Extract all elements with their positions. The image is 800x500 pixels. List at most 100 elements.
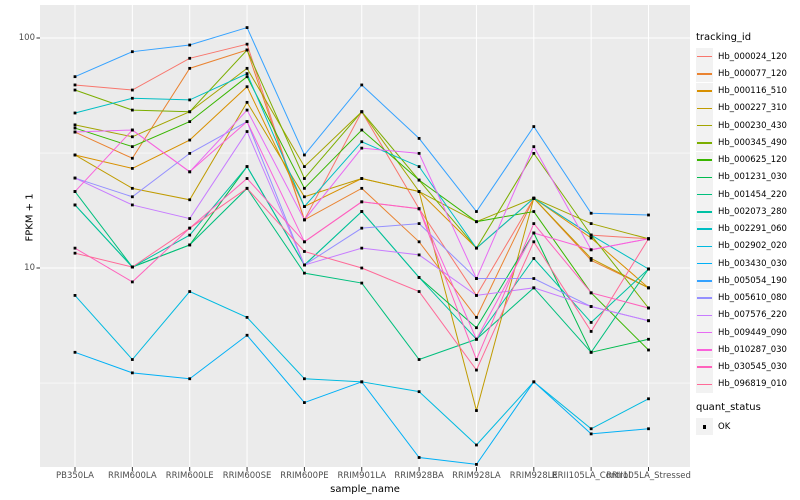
legend-entry-Hb_000227_310: Hb_000227_310 [696,99,787,117]
legend-key-swatch [696,358,713,376]
data-point [73,251,77,255]
legend-key-line [697,314,712,317]
data-point [360,200,364,204]
data-point [245,165,249,168]
x-tick-label-PB350LA: PB350LA [56,471,94,481]
data-point [417,190,421,193]
data-point [73,111,77,115]
data-point [245,48,249,52]
data-point [188,243,192,247]
data-point [647,319,650,323]
data-point [245,100,249,104]
legend-entry-Hb_007576_220: Hb_007576_220 [696,306,787,324]
data-point [360,380,364,384]
data-point [360,83,364,87]
data-point [245,42,249,46]
data-point [647,427,650,431]
legend-key-line [697,262,712,265]
data-point [475,210,478,213]
data-point [417,358,421,361]
data-point [360,146,364,150]
legend-key-line [697,297,712,299]
legend-entry-label: Hb_007576_220 [718,310,787,321]
data-point [245,108,249,112]
data-point [532,196,536,200]
legend-key-swatch [696,65,713,83]
legend-entry-Hb_003430_030: Hb_003430_030 [696,255,787,273]
data-point [303,250,306,253]
data-point [188,226,192,230]
y-tick-label-100: 100 [18,33,35,43]
legend-key-line [697,211,712,213]
data-point [475,443,478,447]
legend-key-line [697,245,712,248]
legend-entry-label: Hb_002073_280 [718,206,787,217]
data-point [360,140,364,144]
data-point [647,348,650,352]
data-point [73,88,77,92]
legend-key-swatch [696,151,713,169]
legend-entry-label: Hb_002291_060 [718,224,787,235]
data-point [303,165,306,168]
data-point [417,222,421,225]
data-point [532,151,536,155]
data-point [589,330,593,333]
legend-key-swatch [696,341,713,359]
data-point [532,145,536,149]
data-point [303,218,306,222]
data-point [475,337,478,341]
data-point [417,207,421,211]
data-point [188,198,192,202]
data-point [417,178,421,182]
data-point [188,290,192,293]
x-tick-label-RRIM901LA: RRIM901LA [337,471,387,481]
legend-key-line [697,383,712,386]
legend-entry-label: Hb_002902_020 [718,241,787,252]
legend-key-swatch [696,375,713,393]
legend-entry-Hb_002291_060: Hb_002291_060 [696,220,787,238]
legend-key-line [697,107,712,110]
legend-key-line [697,280,712,282]
data-point [532,286,536,290]
data-point [188,120,192,124]
data-point [130,156,134,160]
legend-entry-Hb_010287_030: Hb_010287_030 [696,341,787,359]
x-tick-label-RRIM600SE: RRIM600SE [222,471,272,481]
legend-key-line [697,159,712,161]
legend-entry-label: OK [718,421,731,432]
legend-entry-Hb_000116_510: Hb_000116_510 [696,82,787,100]
data-point [360,186,364,190]
data-point [130,167,134,170]
data-point [303,186,306,190]
legend-key-swatch [696,220,713,238]
data-point [475,246,478,250]
legend-key-line [697,366,712,368]
data-point [647,267,650,271]
legend-entry-Hb_005054_190: Hb_005054_190 [696,272,787,290]
data-point [130,108,134,112]
legend-key-swatch [696,117,713,135]
data-point [589,233,593,237]
data-point [303,377,306,381]
data-point [73,350,77,354]
data-point [647,337,650,341]
data-point [647,237,650,241]
data-point [589,305,593,308]
data-point [188,110,192,114]
data-point [245,177,249,180]
data-point [475,294,478,297]
legend-entry-label: Hb_000345_490 [718,137,787,148]
data-point [417,240,421,244]
data-point [130,145,134,149]
data-point [475,358,478,361]
legend-key-swatch [696,255,713,273]
data-point [475,277,478,280]
data-point [532,210,536,213]
legend-entry-Hb_096819_010: Hb_096819_010 [696,375,787,393]
data-point [130,358,134,361]
data-point [73,176,77,180]
data-point [360,110,364,114]
data-point [130,280,134,284]
legend-key-swatch [696,306,713,324]
legend-entry-Hb_001454_220: Hb_001454_220 [696,186,787,204]
